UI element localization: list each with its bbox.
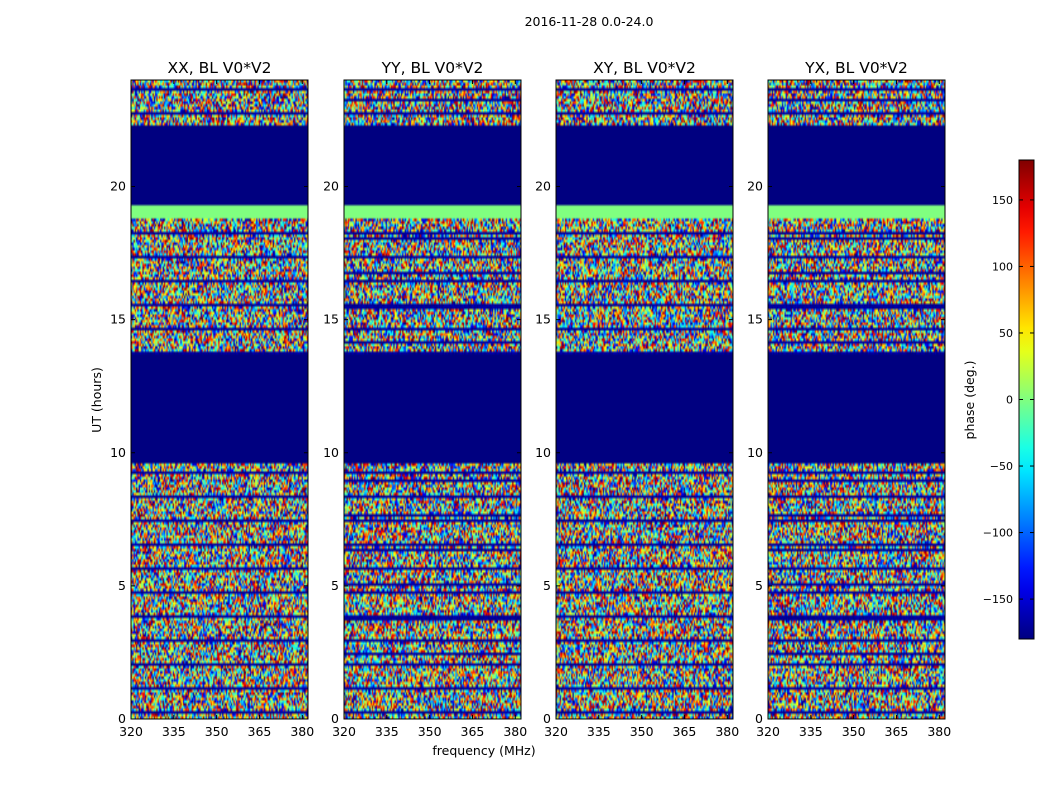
x-tick-label: 365 xyxy=(248,724,272,739)
y-tick-label: 10 xyxy=(323,445,339,460)
x-tick-label: 365 xyxy=(461,724,485,739)
x-tick-label: 335 xyxy=(799,724,823,739)
x-tick-label: 380 xyxy=(715,724,739,739)
x-tick-label: 335 xyxy=(587,724,611,739)
colorbar-tick-label: 150 xyxy=(992,194,1013,207)
y-tick-label: 15 xyxy=(323,312,339,327)
y-tick-label: 20 xyxy=(535,179,551,194)
y-tick-label: 15 xyxy=(747,312,763,327)
y-tick-label: 20 xyxy=(323,179,339,194)
colorbar-tick-label: 100 xyxy=(992,260,1013,273)
colorbar-tick-label: −50 xyxy=(990,460,1013,473)
x-tick-label: 365 xyxy=(673,724,697,739)
y-tick-label: 0 xyxy=(543,711,551,726)
panel-title: YX, BL V0*V2 xyxy=(804,59,908,77)
colorbar-tick-label: −150 xyxy=(983,593,1013,606)
x-axis-label: frequency (MHz) xyxy=(432,743,535,758)
x-tick-label: 380 xyxy=(290,724,314,739)
x-tick-label: 350 xyxy=(630,724,654,739)
y-tick-label: 15 xyxy=(535,312,551,327)
y-tick-label: 5 xyxy=(118,578,126,593)
y-tick-label: 0 xyxy=(755,711,763,726)
x-tick-label: 320 xyxy=(544,724,568,739)
y-tick-label: 0 xyxy=(118,711,126,726)
y-tick-label: 20 xyxy=(110,179,126,194)
figure-title: 2016-11-28 0.0-24.0 xyxy=(525,14,654,29)
colorbar-tick-label: 50 xyxy=(999,327,1013,340)
colorbar-label: phase (deg.) xyxy=(962,361,977,440)
colorbar: 150 100 50 0 −50 −100 −150 phase (deg.) xyxy=(962,159,1035,640)
x-tick-label: 320 xyxy=(332,724,356,739)
y-tick-label: 10 xyxy=(747,445,763,460)
x-tick-label: 380 xyxy=(503,724,527,739)
x-tick-label: 335 xyxy=(162,724,186,739)
x-tick-label: 350 xyxy=(842,724,866,739)
y-tick-label: 10 xyxy=(535,445,551,460)
y-tick-label: 5 xyxy=(755,578,763,593)
y-tick-label: 5 xyxy=(331,578,339,593)
phase-image xyxy=(344,80,521,719)
panel-title: XX, BL V0*V2 xyxy=(168,59,272,77)
phase-image xyxy=(131,80,308,719)
x-tick-label: 320 xyxy=(119,724,143,739)
x-tick-label: 380 xyxy=(927,724,951,739)
panel-yx: YX, BL V0*V2 320 335 350 365 380 0 5 10 15 20 xyxy=(747,59,951,739)
phase-image xyxy=(556,80,733,719)
y-tick-label: 20 xyxy=(747,179,763,194)
x-tick-label: 320 xyxy=(756,724,780,739)
panel-frame xyxy=(767,79,946,720)
panel-xx: XX, BL V0*V2 320 335 350 365 380 0 5 10 15 20 xyxy=(110,59,314,739)
panel-frame xyxy=(343,79,522,720)
panel-title: XY, BL V0*V2 xyxy=(593,59,696,77)
x-tick-label: 350 xyxy=(418,724,442,739)
y-tick-label: 10 xyxy=(110,445,126,460)
colorbar-tick-label: −100 xyxy=(983,527,1013,540)
panel-title: YY, BL V0*V2 xyxy=(381,59,484,77)
colorbar-tick-label: 0 xyxy=(1006,394,1013,407)
x-tick-label: 335 xyxy=(375,724,399,739)
y-tick-label: 15 xyxy=(110,312,126,327)
panel-xy: XY, BL V0*V2 320 335 350 365 380 0 5 10 15 20 xyxy=(535,59,739,739)
y-tick-label: 0 xyxy=(331,711,339,726)
panel-yy: YY, BL V0*V2 320 335 350 365 380 0 5 10 15 20 xyxy=(323,59,527,739)
y-axis-label: UT (hours) xyxy=(89,367,104,433)
panel-frame xyxy=(555,79,734,720)
panel-frame xyxy=(130,79,309,720)
y-tick-label: 5 xyxy=(543,578,551,593)
phase-image xyxy=(768,80,945,719)
x-tick-label: 365 xyxy=(885,724,909,739)
x-tick-label: 350 xyxy=(205,724,229,739)
